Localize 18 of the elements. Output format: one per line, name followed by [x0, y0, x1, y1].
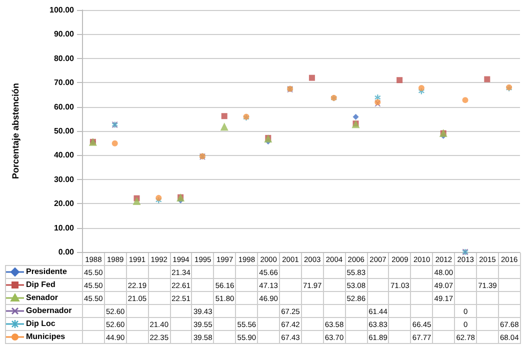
- y-tick-label: 60.00: [54, 102, 75, 112]
- legend-label: Gobernador: [6, 304, 82, 318]
- legend-label: Dip Fed: [6, 278, 82, 292]
- legend-label: Municipes: [6, 330, 82, 344]
- y-tick-label: 80.00: [54, 54, 75, 63]
- legend-label: Presidente: [6, 266, 82, 278]
- y-tick-label: 100.00: [50, 6, 75, 14]
- y-tick-label: 30.00: [54, 174, 75, 184]
- y-tick-label: 90.00: [54, 30, 75, 39]
- y-tick-label: 70.00: [54, 78, 75, 88]
- y-tick-label: 0.00: [58, 248, 75, 256]
- y-tick-label: 20.00: [54, 199, 75, 208]
- legend-label: Senador: [6, 292, 82, 304]
- y-axis-title: Porcentaje abstención: [10, 82, 20, 180]
- y-tick-label: 50.00: [54, 126, 75, 136]
- y-tick-label: 40.00: [54, 150, 75, 160]
- y-tick-label: 10.00: [54, 223, 75, 232]
- legend-label: Dip Loc: [6, 318, 82, 330]
